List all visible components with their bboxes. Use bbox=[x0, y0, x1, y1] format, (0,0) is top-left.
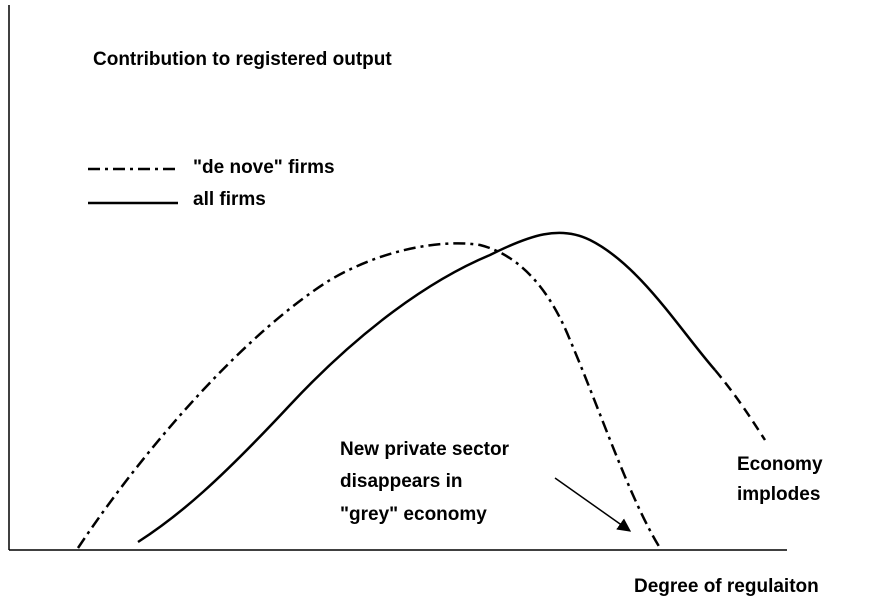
annotation: New private sector bbox=[340, 439, 510, 460]
annotation: implodes bbox=[737, 484, 820, 505]
x-axis-label: Degree of regulaiton bbox=[634, 576, 819, 597]
all-firms-curve bbox=[137, 231, 716, 544]
arrow bbox=[554, 477, 632, 532]
annotation: Economy bbox=[737, 454, 823, 475]
annotation: disappears in bbox=[340, 471, 463, 492]
all-firms-curve-dashed bbox=[714, 369, 767, 441]
annotation: "grey" economy bbox=[340, 504, 487, 525]
title: Contribution to registered output bbox=[93, 49, 392, 70]
legend-label: "de nove" firms bbox=[193, 157, 335, 178]
de-nove-curve bbox=[76, 242, 662, 549]
legend-label: all firms bbox=[193, 189, 266, 210]
